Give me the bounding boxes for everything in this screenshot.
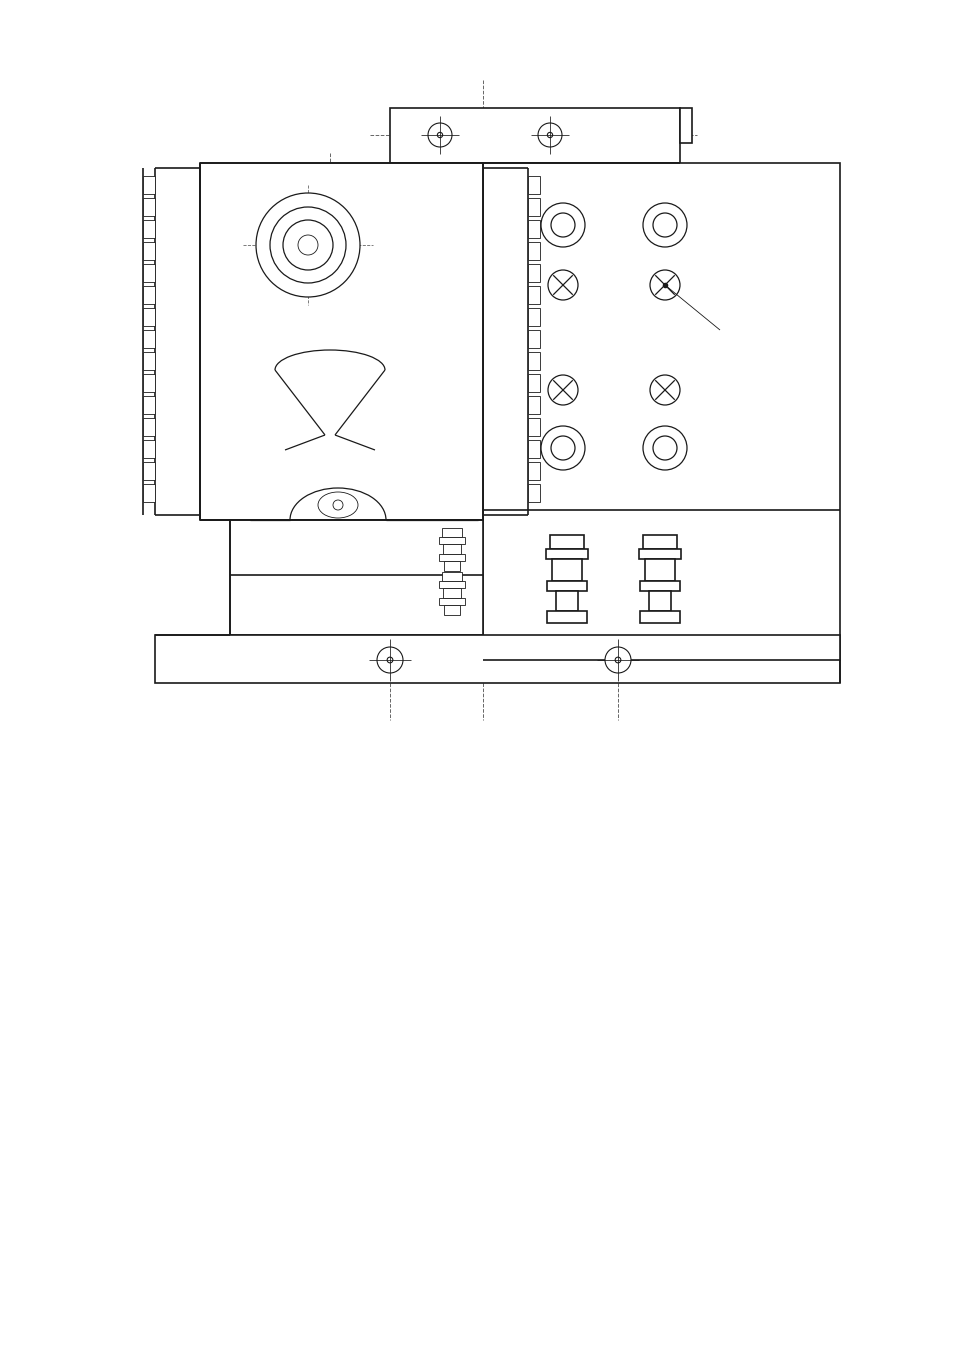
Bar — [527, 396, 539, 413]
Bar — [546, 581, 586, 590]
Bar — [527, 199, 539, 216]
Bar — [527, 374, 539, 392]
Bar — [441, 571, 461, 581]
Bar — [527, 484, 539, 503]
Bar — [679, 108, 691, 143]
Bar — [545, 549, 587, 559]
Bar — [550, 535, 583, 549]
Circle shape — [649, 270, 679, 300]
Bar — [143, 220, 154, 238]
Bar — [642, 535, 677, 549]
Bar — [143, 242, 154, 259]
Circle shape — [649, 376, 679, 405]
Bar — [552, 559, 581, 581]
Bar — [143, 440, 154, 458]
Bar — [143, 396, 154, 413]
Bar — [143, 176, 154, 195]
Bar — [639, 611, 679, 623]
Circle shape — [604, 647, 630, 673]
Bar — [527, 353, 539, 370]
Bar — [390, 108, 679, 163]
Bar — [143, 308, 154, 326]
Bar — [644, 559, 675, 581]
Bar — [527, 220, 539, 238]
Circle shape — [428, 123, 452, 147]
Circle shape — [376, 647, 402, 673]
Bar — [438, 536, 464, 544]
Bar — [200, 163, 482, 520]
Bar — [556, 590, 578, 611]
Bar — [441, 528, 461, 536]
Bar — [143, 286, 154, 304]
Circle shape — [615, 657, 620, 663]
Circle shape — [537, 123, 561, 147]
Bar — [438, 554, 464, 561]
Bar — [648, 590, 670, 611]
Bar — [527, 176, 539, 195]
Circle shape — [551, 436, 575, 459]
Bar — [443, 561, 459, 571]
Bar — [527, 440, 539, 458]
Bar — [143, 484, 154, 503]
Bar — [527, 286, 539, 304]
Circle shape — [547, 132, 552, 138]
Bar — [527, 308, 539, 326]
Ellipse shape — [317, 492, 357, 517]
Bar — [527, 417, 539, 436]
Circle shape — [270, 207, 346, 282]
Circle shape — [436, 132, 442, 138]
Bar — [143, 462, 154, 480]
Circle shape — [547, 376, 578, 405]
Circle shape — [652, 213, 677, 236]
Bar — [143, 330, 154, 349]
Bar — [143, 263, 154, 282]
Bar — [143, 374, 154, 392]
Bar — [527, 242, 539, 259]
Bar — [639, 549, 680, 559]
Bar — [527, 330, 539, 349]
Circle shape — [283, 220, 333, 270]
Circle shape — [540, 203, 584, 247]
Bar — [143, 353, 154, 370]
Circle shape — [255, 193, 359, 297]
Bar — [154, 635, 840, 684]
Circle shape — [551, 213, 575, 236]
Circle shape — [642, 426, 686, 470]
Bar — [527, 263, 539, 282]
Circle shape — [333, 500, 343, 509]
Bar — [442, 544, 460, 554]
Circle shape — [540, 426, 584, 470]
Bar — [443, 605, 459, 615]
Bar — [438, 598, 464, 605]
Bar — [438, 581, 464, 588]
Bar — [442, 588, 460, 598]
Circle shape — [642, 203, 686, 247]
Circle shape — [297, 235, 317, 255]
Circle shape — [547, 270, 578, 300]
Bar — [639, 581, 679, 590]
Circle shape — [652, 436, 677, 459]
Bar — [143, 417, 154, 436]
Circle shape — [387, 657, 393, 663]
Bar — [482, 163, 840, 661]
Bar — [546, 611, 586, 623]
Bar — [143, 199, 154, 216]
Bar — [230, 520, 482, 635]
Bar — [527, 462, 539, 480]
